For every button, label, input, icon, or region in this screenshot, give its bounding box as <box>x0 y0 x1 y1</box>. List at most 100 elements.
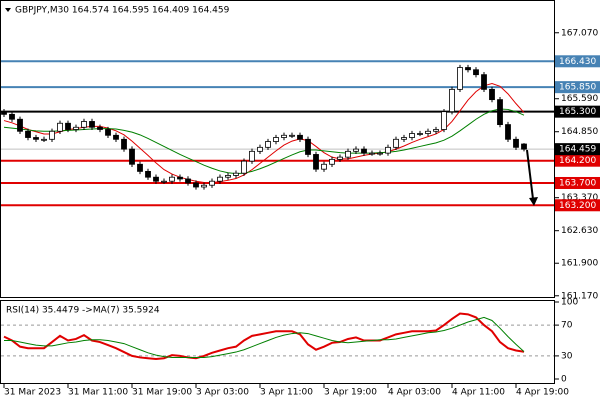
x-tick-label: 3 Apr 19:00 <box>324 388 377 398</box>
y-tick-label: 30 <box>561 351 573 361</box>
candle-body <box>449 88 455 113</box>
candle-body <box>225 175 231 178</box>
candle-body <box>145 170 151 178</box>
moving-average <box>3 108 525 175</box>
candle-body <box>41 138 47 141</box>
candle-body <box>465 67 471 71</box>
candle-body <box>409 133 415 138</box>
candle-body <box>129 148 135 165</box>
chart-header: GBPJPY,M30 164.574 164.595 164.409 164.4… <box>15 6 230 16</box>
candle-body <box>193 182 199 188</box>
candle-body <box>185 178 191 184</box>
candle-body <box>425 130 431 134</box>
rsi-frame <box>0 300 555 384</box>
level-label: 166.430 <box>559 57 596 67</box>
level-label-box <box>555 199 600 212</box>
candle-body <box>233 172 239 176</box>
y-tick-label: 100 <box>561 298 578 308</box>
candle-body <box>289 134 295 137</box>
candle-body <box>361 148 367 154</box>
current-price-label: 164.459 <box>559 145 596 155</box>
arrow-head <box>529 197 538 206</box>
candle-body <box>177 176 183 180</box>
candle-body <box>241 160 247 174</box>
candle-body <box>273 137 279 142</box>
candle-body <box>321 163 327 170</box>
menu-triangle <box>5 8 11 12</box>
candle-body <box>497 99 503 125</box>
candle-body <box>505 124 511 140</box>
candle-body <box>521 143 527 150</box>
y-tick-label: 0 <box>561 375 567 385</box>
rsi-header: RSI(14) 35.4479 ->MA(7) 35.5924 <box>6 306 160 316</box>
candle-body <box>297 134 303 140</box>
x-tick-label: 3 Apr 03:00 <box>196 388 249 398</box>
candle-body <box>249 150 255 162</box>
x-tick-label: 4 Apr 19:00 <box>516 388 569 398</box>
y-tick-label: 162.630 <box>561 226 598 236</box>
y-tick-label: 161.170 <box>561 291 598 301</box>
rsi-line <box>4 316 525 358</box>
candle-body <box>89 121 95 128</box>
candle-body <box>401 137 407 140</box>
candle-body <box>137 163 143 172</box>
x-tick-label: 4 Apr 11:00 <box>452 388 505 398</box>
current-price-box <box>555 143 600 156</box>
level-label-box <box>555 55 600 68</box>
candle-body <box>97 126 103 130</box>
candle-body <box>65 122 71 130</box>
level-label-box <box>555 81 600 94</box>
candle-body <box>81 121 87 128</box>
candle-body <box>353 148 359 152</box>
x-tick-label: 3 Apr 11:00 <box>260 388 313 398</box>
candle-body <box>329 158 335 165</box>
candle-body <box>25 130 31 138</box>
level-label: 165.850 <box>559 83 596 93</box>
candle-body <box>1 111 7 115</box>
level-label: 165.300 <box>559 107 596 117</box>
candle-body <box>417 133 423 135</box>
candle-body <box>153 176 159 182</box>
candle-body <box>489 88 495 101</box>
candle-body <box>281 134 287 138</box>
level-label-box <box>555 176 600 189</box>
candle-body <box>313 154 319 170</box>
y-tick-label: 70 <box>561 321 573 331</box>
y-tick-label: 164.850 <box>561 127 598 137</box>
y-tick-label: 165.590 <box>561 94 598 104</box>
arrow-shaft <box>526 149 534 200</box>
candle-body <box>113 134 119 140</box>
level-label: 163.700 <box>559 178 596 188</box>
level-label: 163.200 <box>559 201 596 211</box>
x-tick-label: 4 Apr 03:00 <box>388 388 441 398</box>
x-tick-label: 31 Mar 2023 <box>4 388 61 398</box>
candle-body <box>385 146 391 154</box>
x-tick-label: 31 Mar 19:00 <box>132 388 192 398</box>
candle-body <box>217 176 223 182</box>
candle-body <box>49 130 55 140</box>
level-label-box <box>555 154 600 167</box>
candle-body <box>345 150 351 158</box>
candle-body <box>33 137 39 140</box>
candle-body <box>121 138 127 150</box>
level-label: 164.200 <box>559 156 596 166</box>
x-tick-label: 31 Mar 11:00 <box>68 388 128 398</box>
candle-body <box>457 67 463 90</box>
candle-body <box>433 129 439 132</box>
candle-body <box>265 141 271 148</box>
candle-body <box>481 74 487 90</box>
candle-body <box>337 156 343 160</box>
candle-body <box>377 152 383 155</box>
main-frame <box>0 0 555 298</box>
candle-body <box>105 129 111 136</box>
y-tick-label: 161.900 <box>561 259 598 269</box>
candle-body <box>17 118 23 132</box>
candle-body <box>513 138 519 148</box>
level-label-box <box>555 105 600 118</box>
candle-body <box>257 146 263 152</box>
candle-body <box>161 180 167 183</box>
candle-body <box>305 138 311 155</box>
candle-body <box>201 184 207 188</box>
candle-body <box>73 126 79 130</box>
